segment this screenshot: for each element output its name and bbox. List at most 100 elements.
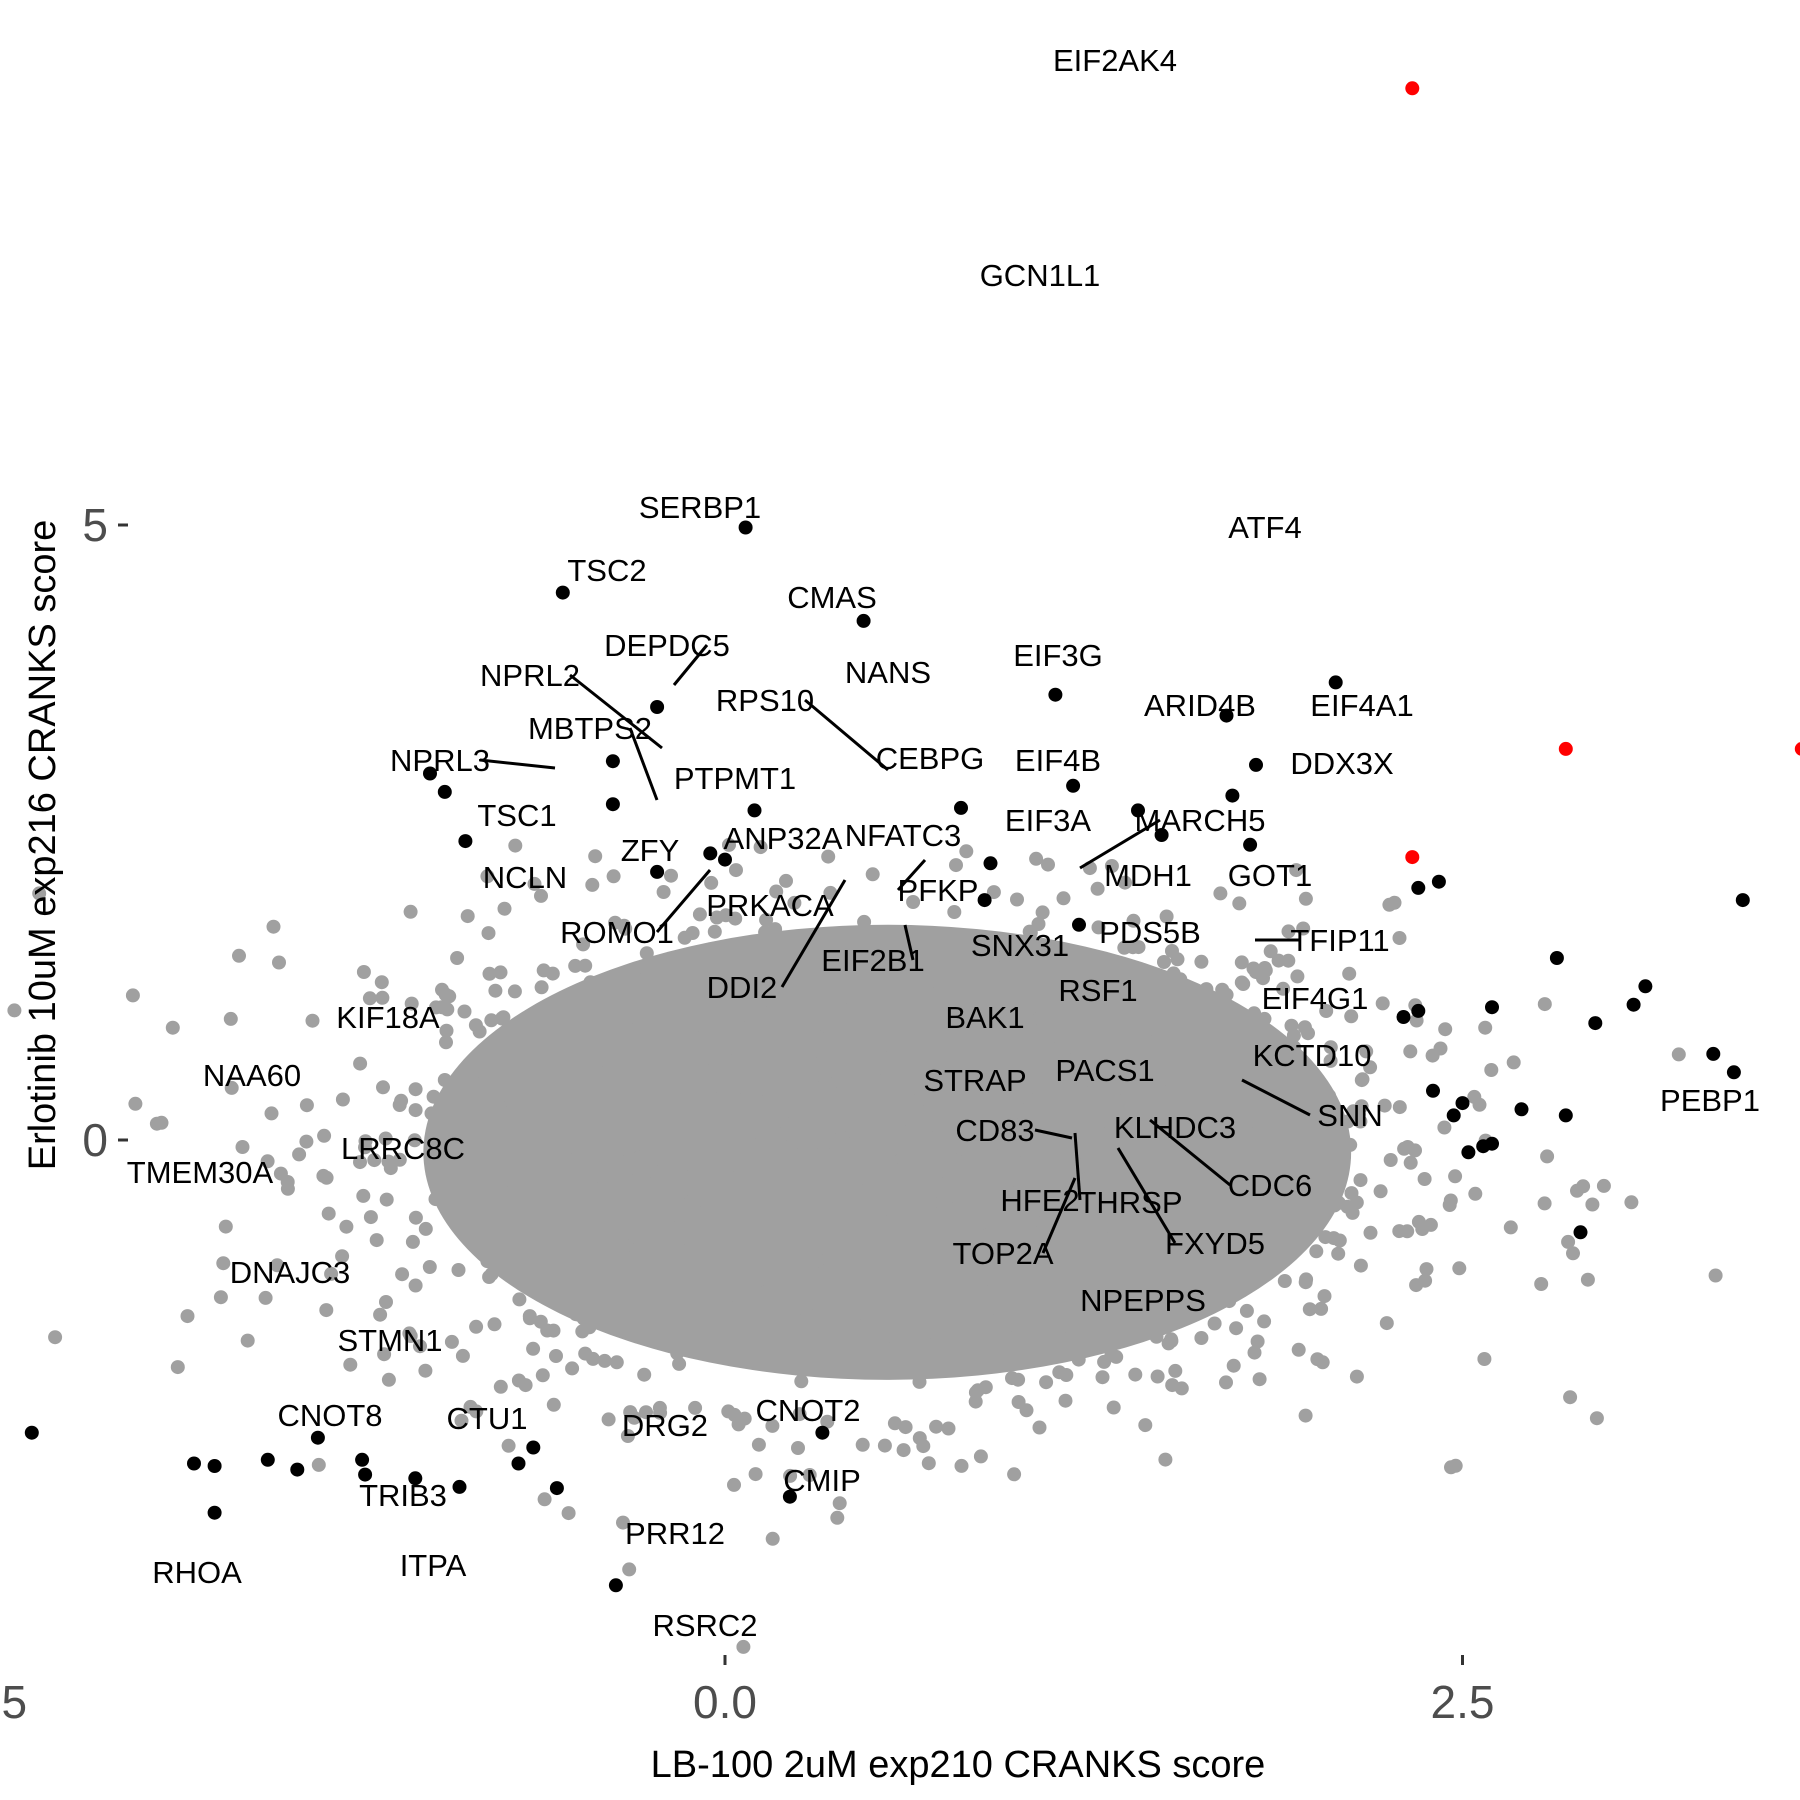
background-point	[538, 1101, 553, 1116]
background-point	[1122, 1297, 1137, 1312]
point-itpa	[207, 1505, 222, 1520]
background-point	[889, 1021, 904, 1036]
background-point	[1048, 1109, 1063, 1124]
background-point	[540, 1004, 554, 1018]
background-point	[1007, 942, 1022, 956]
background-point	[1010, 892, 1024, 907]
background-point	[546, 1323, 561, 1338]
background-point	[711, 1211, 726, 1226]
background-point	[561, 1506, 576, 1521]
background-point	[647, 1184, 661, 1199]
background-point	[985, 980, 1000, 995]
background-point	[128, 1096, 143, 1111]
background-point	[886, 1047, 900, 1062]
background-point	[216, 1256, 231, 1271]
background-point	[715, 1081, 730, 1096]
x-tick-label: 0.0	[693, 1676, 757, 1728]
background-point	[717, 1167, 732, 1182]
point-unlabeled	[452, 1479, 467, 1494]
background-point	[1168, 1024, 1182, 1039]
background-point	[855, 1302, 870, 1317]
background-point	[787, 895, 802, 910]
point-strap	[1426, 1083, 1440, 1098]
label-eif4b: EIF4B	[1015, 743, 1101, 778]
background-point	[1216, 1219, 1231, 1234]
background-point	[1277, 1274, 1292, 1288]
background-point	[1126, 1042, 1141, 1056]
background-point	[969, 1296, 983, 1311]
background-point	[321, 1206, 336, 1221]
background-point	[519, 1159, 534, 1174]
point-cmip	[782, 1489, 797, 1504]
background-point	[770, 1037, 785, 1051]
background-point	[843, 1212, 858, 1227]
background-point	[919, 1336, 934, 1351]
leader-line-rps10	[804, 698, 889, 772]
background-point	[1671, 1047, 1686, 1062]
background-point	[1131, 1218, 1146, 1233]
label-naa60: NAA60	[203, 1058, 301, 1093]
background-point	[565, 1361, 580, 1376]
point-unlabeled	[358, 1467, 373, 1482]
background-point	[1086, 1082, 1101, 1097]
background-point	[1232, 896, 1247, 911]
background-point	[1080, 1172, 1094, 1187]
label-nprl3: NPRL3	[390, 743, 490, 778]
background-point	[480, 869, 495, 884]
background-point	[674, 1050, 689, 1065]
background-point	[879, 1117, 894, 1132]
background-point	[1113, 1072, 1128, 1087]
background-point	[1032, 1420, 1047, 1435]
background-point	[618, 921, 633, 936]
background-point	[678, 1023, 693, 1038]
background-point	[1084, 1229, 1099, 1244]
background-point	[1359, 1044, 1374, 1059]
background-point	[493, 965, 508, 980]
background-point	[800, 1141, 815, 1156]
background-point	[694, 963, 709, 978]
point-hfe2	[1558, 1108, 1573, 1123]
background-point	[1203, 1099, 1218, 1114]
label-anp32a: ANP32A	[724, 821, 843, 856]
background-point	[378, 1131, 393, 1146]
background-point	[968, 988, 983, 1003]
background-point	[1537, 1196, 1552, 1211]
background-point	[356, 1188, 371, 1203]
background-point	[1004, 1072, 1019, 1087]
background-point	[1537, 997, 1552, 1012]
background-point	[1040, 1202, 1055, 1217]
background-point	[707, 924, 722, 939]
background-point	[697, 977, 712, 992]
background-point	[551, 1224, 565, 1239]
background-point	[1043, 1086, 1058, 1101]
background-point	[707, 1257, 722, 1272]
point-kctd10	[1588, 1016, 1603, 1031]
background-point	[1062, 1025, 1076, 1040]
background-point	[1342, 966, 1357, 981]
background-point	[1174, 1081, 1189, 1095]
background-point	[1468, 1186, 1483, 1201]
background-point	[921, 1456, 936, 1471]
background-point	[1246, 961, 1261, 976]
background-point	[931, 986, 946, 1001]
background-point	[850, 965, 865, 980]
background-point	[781, 1201, 796, 1216]
background-point	[481, 1166, 496, 1181]
background-point	[758, 950, 773, 965]
background-point	[846, 1183, 861, 1198]
label-itpa: ITPA	[400, 1548, 467, 1583]
background-point	[621, 1223, 636, 1237]
background-point	[667, 1284, 682, 1299]
background-point	[1182, 1247, 1197, 1262]
background-point	[1083, 1305, 1098, 1320]
background-point	[1140, 1314, 1155, 1329]
background-point	[829, 1337, 844, 1352]
background-point	[1319, 1004, 1334, 1018]
background-point	[931, 1334, 946, 1349]
background-point	[1438, 1022, 1453, 1037]
background-point	[729, 863, 743, 878]
point-snn	[1706, 1046, 1721, 1061]
background-point	[901, 957, 916, 971]
background-point	[925, 938, 940, 953]
background-point	[422, 1260, 437, 1274]
